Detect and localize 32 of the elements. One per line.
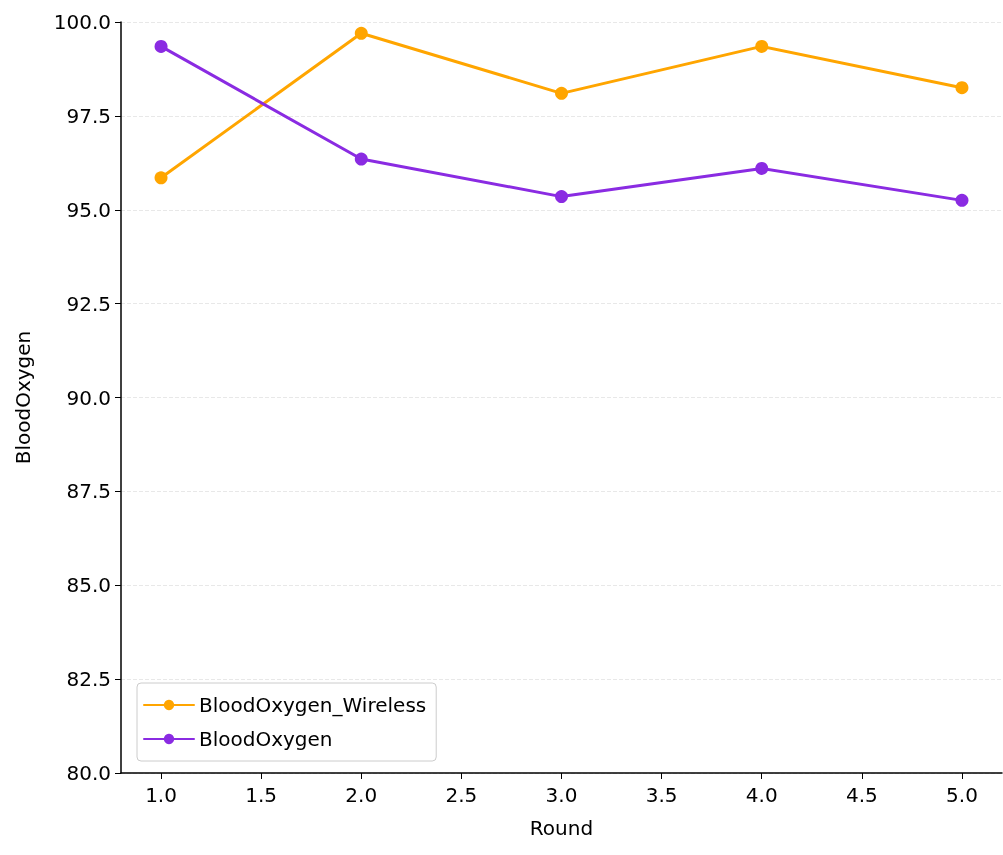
point xyxy=(755,39,769,53)
legend-label: BloodOxygen xyxy=(199,727,333,751)
x-tick-label: 2.5 xyxy=(445,783,478,807)
y-tick-label: 87.5 xyxy=(66,479,111,504)
x-tick-label: 4.0 xyxy=(745,783,778,807)
x-tick-label: 5.0 xyxy=(946,783,978,807)
y-axis-title: BloodOxygen xyxy=(11,330,35,465)
y-tick-label: 100.0 xyxy=(53,10,111,34)
x-axis-title: Round xyxy=(529,816,594,840)
y-tick-label: 80.0 xyxy=(66,761,111,785)
point xyxy=(955,193,969,207)
y-tick-label: 90.0 xyxy=(66,385,111,410)
x-tick-label: 1.5 xyxy=(245,783,278,807)
point xyxy=(354,152,368,166)
x-tick-label: 4.5 xyxy=(845,783,878,807)
y-tick-label: 85.0 xyxy=(66,573,111,598)
x-tick-label: 2.0 xyxy=(345,783,378,807)
y-tick-label: 92.5 xyxy=(66,291,111,316)
point xyxy=(555,86,568,100)
point xyxy=(955,81,969,95)
point xyxy=(154,171,168,185)
x-tick-label: 3.0 xyxy=(545,783,578,807)
legend-label: BloodOxygen_Wireless xyxy=(199,693,427,717)
y-tick-label: 82.5 xyxy=(66,667,111,692)
y-tick-label: 95.0 xyxy=(66,197,111,222)
x-tick-label: 1.0 xyxy=(145,783,177,807)
point xyxy=(555,190,568,204)
point xyxy=(354,26,368,40)
point xyxy=(154,39,168,53)
y-tick-label: 97.5 xyxy=(66,103,111,128)
point xyxy=(755,161,769,175)
x-tick-label: 3.5 xyxy=(645,783,678,807)
